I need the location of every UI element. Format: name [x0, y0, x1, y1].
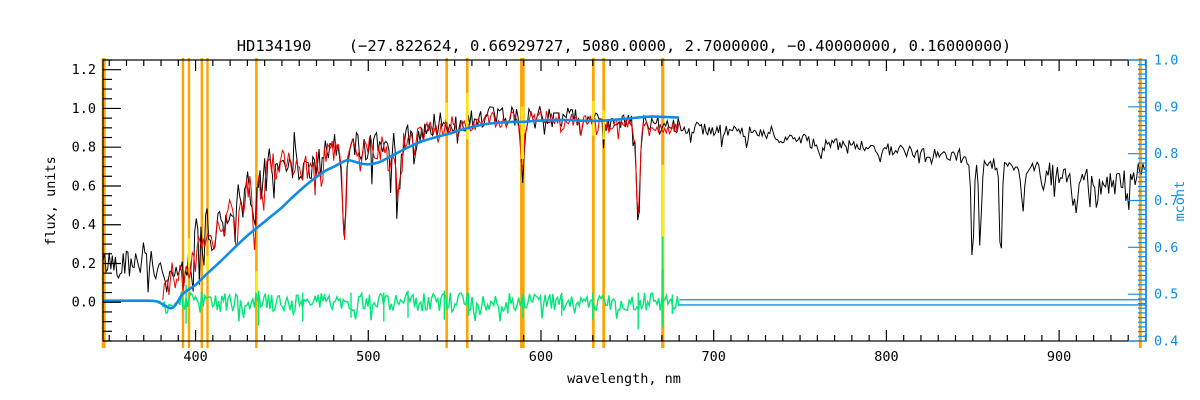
y-right-tick-label: 0.6	[1154, 240, 1178, 256]
x-tick-label: 800	[874, 349, 898, 365]
y-right-tick-label: 0.8	[1154, 146, 1178, 162]
continuum-curve	[102, 115, 680, 310]
y-axis-right-label: mcont	[1172, 181, 1188, 222]
x-tick-label: 700	[702, 349, 726, 365]
plot-generated-content: 400 500 600 700 800 900 0.0 0.2 0.4 0.6 0.8 1.0 1.2 0…	[72, 53, 1179, 366]
y-right-tick-label: 0.7	[1154, 193, 1178, 209]
y-left-tick-label: 1.0	[72, 101, 96, 117]
residual-series	[162, 236, 680, 330]
x-tick-label: 500	[356, 349, 380, 365]
y-right-tick-label: 0.9	[1154, 99, 1178, 115]
y-left-tick-label: 0.0	[72, 295, 96, 311]
y-axis-left-label: flux, units	[43, 156, 59, 245]
x-tick-label: 600	[529, 349, 553, 365]
y-left-tick-label: 1.2	[72, 62, 96, 78]
x-tick-label: 400	[183, 349, 207, 365]
y-left-tick-label: 0.2	[72, 256, 96, 272]
y-right-tick-label: 0.5	[1154, 287, 1178, 303]
y-left-tick-label: 0.4	[72, 217, 96, 233]
y-left-tick-label: 0.6	[72, 178, 96, 194]
x-axis-label: wavelength, nm	[567, 371, 681, 387]
y-right-tick-label: 0.4	[1154, 334, 1178, 350]
y-left-tick-label: 0.8	[72, 140, 96, 156]
observed-spectrum	[102, 105, 1145, 293]
plot-title: HD134190 (−27.822624, 0.66929727, 5080.0…	[237, 37, 1012, 55]
y-right-tick-label: 1.0	[1154, 53, 1178, 69]
x-tick-label: 900	[1047, 349, 1071, 365]
